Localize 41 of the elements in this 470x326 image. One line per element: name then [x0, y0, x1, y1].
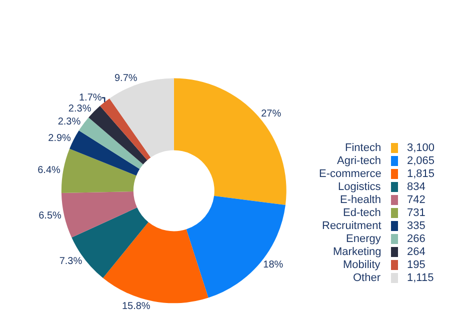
data-label: 1.7% — [78, 92, 102, 104]
text: 264 — [407, 246, 426, 258]
donut-slice — [61, 148, 136, 194]
donut-slice — [174, 78, 286, 205]
legend-label: Other — [353, 272, 381, 284]
legend-label: Ed-tech — [343, 207, 381, 219]
text: 2,065 — [407, 155, 435, 167]
data-label: 18% — [263, 259, 284, 270]
legend-label: Agri-tech — [337, 155, 382, 167]
text: 731 — [407, 207, 426, 219]
text: 1,115 — [407, 272, 434, 284]
legend-label: Fintech — [345, 142, 382, 154]
data-label: 2.3% — [58, 116, 81, 128]
text: 834 — [407, 181, 426, 193]
legend-label: Energy — [346, 233, 382, 245]
donut-slice — [61, 192, 138, 238]
legend-label: E-health — [340, 194, 381, 206]
text: 1,815 — [407, 168, 435, 180]
donut-slice — [186, 196, 286, 298]
data-label: 27% — [261, 108, 282, 120]
text: 742 — [407, 194, 426, 206]
data-label: 6.4% — [38, 164, 61, 176]
legend-label: E-commerce — [319, 168, 382, 180]
text: 266 — [407, 233, 426, 245]
text: 3,100 — [407, 142, 435, 154]
legend-label: Marketing — [333, 246, 382, 258]
donut-slice — [78, 117, 144, 170]
data-label: 7.3% — [59, 256, 82, 268]
data-label: 9.7% — [114, 72, 138, 84]
text: 195 — [407, 259, 426, 271]
donut-slice — [100, 98, 151, 160]
legend-label: Logistics — [338, 181, 382, 193]
text: 335 — [407, 220, 426, 232]
donut-slice — [70, 130, 140, 176]
donut-slice — [102, 222, 208, 303]
legend-label: Mobility — [343, 259, 381, 271]
data-label: 6.5% — [38, 210, 62, 222]
data-label: 15.8% — [122, 301, 150, 312]
legend-label: Recruitment — [322, 220, 382, 232]
data-label: 2.9% — [48, 132, 72, 144]
data-label: 2.3% — [68, 103, 92, 114]
